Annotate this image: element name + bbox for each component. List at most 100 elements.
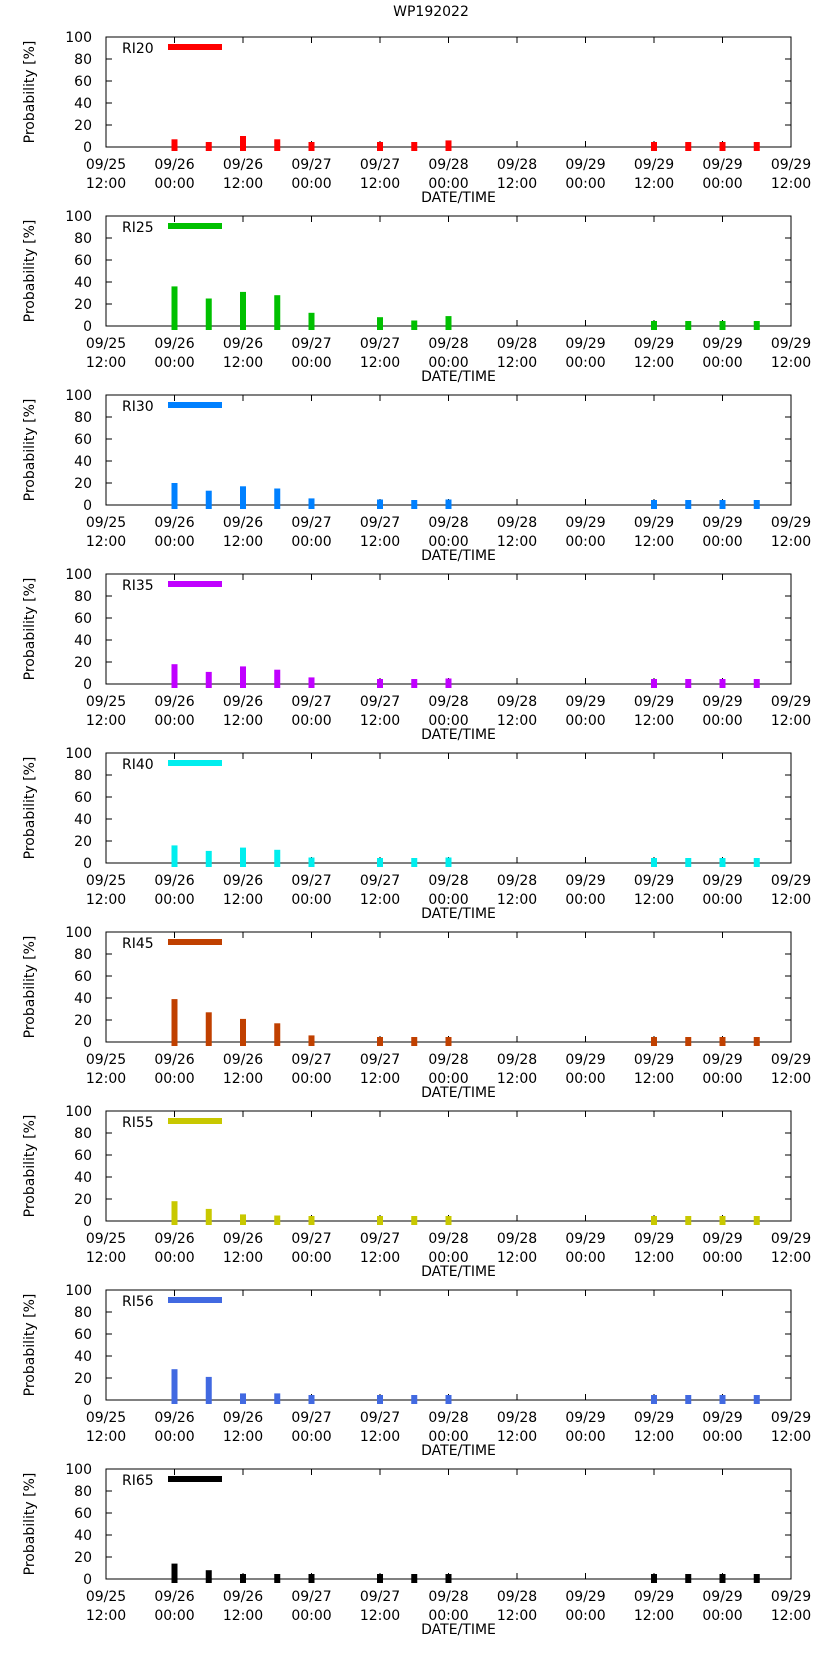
bar <box>240 136 246 151</box>
bar <box>377 142 383 151</box>
x-tick-date: 09/27 <box>291 336 331 352</box>
x-tick-date: 09/29 <box>634 694 674 710</box>
x-tick-time: 00:00 <box>154 892 194 908</box>
bar <box>240 291 246 330</box>
bar <box>719 1574 726 1583</box>
bar <box>651 679 657 688</box>
x-tick-time: 00:00 <box>428 355 468 371</box>
y-axis-label: Probability [%] <box>22 399 38 502</box>
bar <box>171 139 178 151</box>
bar <box>411 1216 418 1225</box>
y-tick-label: 100 <box>65 30 92 46</box>
bar <box>411 1037 418 1046</box>
bar <box>411 679 418 688</box>
y-tick-label: 100 <box>65 567 92 583</box>
legend-label: RI30 <box>122 399 154 415</box>
x-tick-date: 09/25 <box>86 1052 126 1068</box>
x-tick-date: 09/29 <box>634 336 674 352</box>
x-tick-date: 09/27 <box>360 1231 400 1247</box>
x-tick-time: 12:00 <box>360 176 400 192</box>
y-tick-label: 60 <box>74 253 92 269</box>
bar <box>274 1215 281 1225</box>
y-tick-label: 40 <box>74 812 92 828</box>
chart-panel-ri40: 0 20 40 60 80 100 09/25 12:00 09/26 00:00 09/26 12:… <box>22 746 811 922</box>
y-axis-label: Probability [%] <box>22 1294 38 1397</box>
y-tick-label: 40 <box>74 991 92 1007</box>
bar <box>719 679 726 688</box>
x-tick-time: 12:00 <box>497 1608 537 1624</box>
bar <box>308 1216 315 1225</box>
y-tick-label: 0 <box>83 319 92 335</box>
legend-label: RI45 <box>122 936 154 952</box>
x-tick-time: 00:00 <box>565 1071 605 1087</box>
bar <box>411 320 418 330</box>
x-tick-date: 09/27 <box>291 1052 331 1068</box>
x-tick-date: 09/29 <box>702 157 742 173</box>
y-tick-label: 0 <box>83 140 92 156</box>
y-tick-label: 60 <box>74 1506 92 1522</box>
legend-label: RI65 <box>122 1473 154 1489</box>
x-tick-time: 12:00 <box>86 892 126 908</box>
x-tick-date: 09/27 <box>360 515 400 531</box>
bar <box>719 321 726 330</box>
x-tick-time: 00:00 <box>428 534 468 550</box>
bar <box>240 1393 246 1404</box>
chart-panel-ri20: 0 20 40 60 80 100 09/25 12:00 09/26 00:00 09/26 12:… <box>22 30 811 206</box>
bar <box>240 1214 246 1225</box>
x-tick-date: 09/29 <box>771 1052 811 1068</box>
x-tick-time: 12:00 <box>360 892 400 908</box>
x-tick-date: 09/29 <box>702 694 742 710</box>
x-tick-time: 12:00 <box>497 1429 537 1445</box>
x-tick-time: 12:00 <box>223 1608 263 1624</box>
y-tick-label: 40 <box>74 96 92 112</box>
plot-frame <box>105 573 792 685</box>
x-tick-time: 00:00 <box>702 1071 742 1087</box>
x-tick-time: 12:00 <box>86 534 126 550</box>
x-tick-time: 00:00 <box>702 355 742 371</box>
x-tick-date: 09/29 <box>702 515 742 531</box>
x-tick-date: 09/29 <box>771 1589 811 1605</box>
x-tick-time: 00:00 <box>154 1429 194 1445</box>
x-tick-date: 09/26 <box>223 1410 263 1426</box>
x-tick-date: 09/28 <box>428 157 468 173</box>
bar <box>753 500 760 509</box>
y-tick-label: 0 <box>83 1214 92 1230</box>
x-tick-time: 12:00 <box>360 1608 400 1624</box>
y-axis-label: Probability [%] <box>22 936 38 1039</box>
x-tick-time: 00:00 <box>291 176 331 192</box>
y-tick-label: 80 <box>74 52 92 68</box>
y-tick-label: 80 <box>74 1126 92 1142</box>
x-tick-date: 09/29 <box>565 1589 605 1605</box>
plot-frame <box>105 1468 792 1580</box>
bar <box>753 858 760 867</box>
bar <box>205 1570 212 1583</box>
x-tick-date: 09/25 <box>86 1410 126 1426</box>
x-tick-time: 00:00 <box>565 1250 605 1266</box>
x-tick-date: 09/29 <box>771 336 811 352</box>
x-tick-time: 12:00 <box>86 713 126 729</box>
x-tick-date: 09/25 <box>86 873 126 889</box>
y-tick-label: 100 <box>65 925 92 941</box>
y-tick-label: 60 <box>74 611 92 627</box>
x-tick-time: 12:00 <box>634 355 674 371</box>
x-tick-date: 09/29 <box>771 694 811 710</box>
bar <box>411 142 418 151</box>
x-tick-date: 09/25 <box>86 515 126 531</box>
y-axis-label: Probability [%] <box>22 578 38 681</box>
x-tick-time: 00:00 <box>154 1250 194 1266</box>
x-tick-time: 12:00 <box>497 534 537 550</box>
bar <box>753 1037 760 1046</box>
bar <box>411 1574 418 1583</box>
y-tick-label: 80 <box>74 947 92 963</box>
bar <box>411 1395 418 1404</box>
x-tick-time: 12:00 <box>634 534 674 550</box>
x-tick-date: 09/27 <box>360 1410 400 1426</box>
x-tick-date: 09/27 <box>360 336 400 352</box>
y-tick-label: 0 <box>83 1393 92 1409</box>
bar <box>445 1037 452 1046</box>
x-tick-time: 12:00 <box>223 176 263 192</box>
bar <box>651 1216 657 1225</box>
x-tick-date: 09/29 <box>702 1052 742 1068</box>
x-tick-date: 09/29 <box>634 515 674 531</box>
y-tick-label: 20 <box>74 834 92 850</box>
